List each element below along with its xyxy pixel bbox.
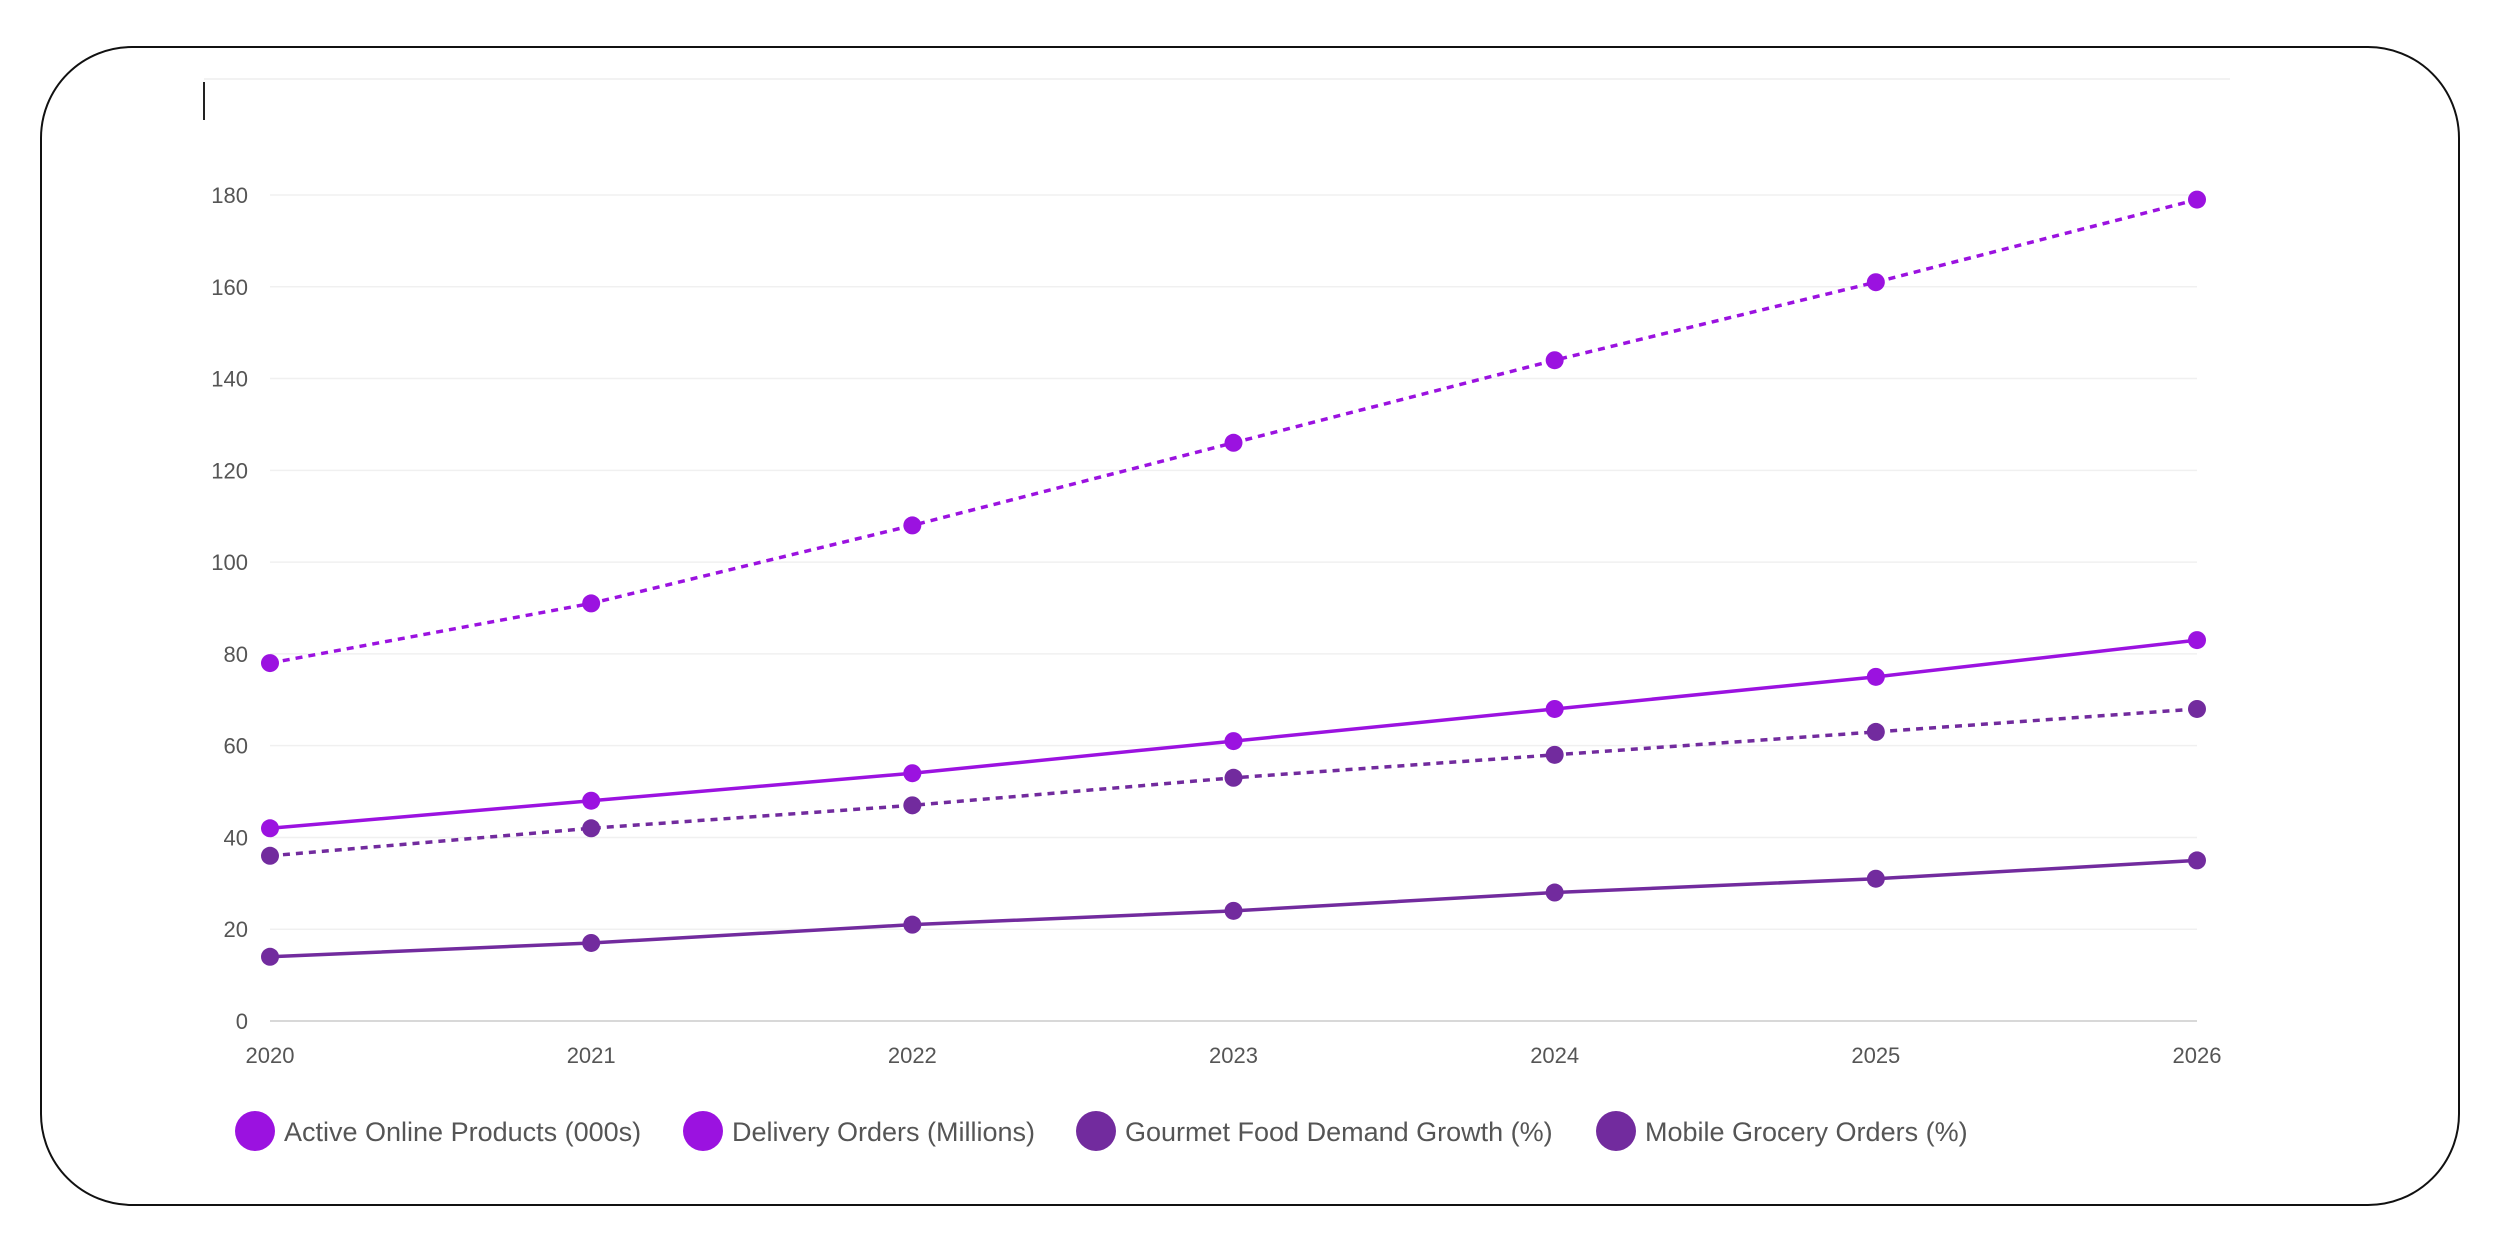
legend-label: Gourmet Food Demand Growth (%) — [1125, 1117, 1553, 1147]
data-point[interactable] — [1224, 433, 1243, 452]
x-tick-label: 2021 — [567, 1043, 616, 1068]
x-tick-label: 2022 — [888, 1043, 937, 1068]
series-line — [269, 197, 2198, 665]
legend-label: Mobile Grocery Orders (%) — [1645, 1117, 1968, 1147]
data-point[interactable] — [2188, 851, 2206, 870]
x-tick-label: 2023 — [1209, 1043, 1258, 1068]
legend-swatch — [1076, 1111, 1116, 1151]
x-tick-label: 2020 — [246, 1043, 295, 1068]
data-point[interactable] — [2188, 631, 2206, 650]
y-tick-label: 140 — [211, 367, 248, 392]
x-axis: 2020 2021 2022 2023 2024 2025 2026 — [246, 1043, 2222, 1068]
legend-item[interactable]: Gourmet Food Demand Growth (%) — [1076, 1111, 1553, 1151]
y-tick-label: 120 — [211, 458, 248, 483]
data-point[interactable] — [261, 846, 279, 865]
legend-item[interactable]: Delivery Orders (Millions) — [683, 1111, 1035, 1151]
y-tick-label: 80 — [224, 642, 248, 667]
legend-item[interactable]: Mobile Grocery Orders (%) — [1596, 1111, 1968, 1151]
data-point[interactable] — [903, 516, 922, 535]
y-tick-label: 40 — [224, 825, 248, 850]
x-tick-label: 2024 — [1530, 1043, 1579, 1068]
y-tick-label: 180 — [211, 183, 248, 208]
data-point[interactable] — [261, 947, 279, 966]
data-point[interactable] — [582, 791, 601, 810]
data-point[interactable] — [903, 796, 922, 815]
y-tick-label: 100 — [211, 550, 248, 575]
data-point[interactable] — [261, 819, 279, 838]
data-point[interactable] — [582, 594, 601, 613]
legend-swatch — [1596, 1111, 1636, 1151]
data-point[interactable] — [1866, 869, 1885, 888]
y-axis: 0 20 40 60 80 100 120 140 160 180 — [211, 183, 248, 1034]
legend-swatch — [235, 1111, 275, 1151]
legend: Active Online Products (000s) Delivery Or… — [235, 1111, 1968, 1151]
x-tick-label: 2025 — [1851, 1043, 1900, 1068]
legend-swatch — [683, 1111, 723, 1151]
data-point[interactable] — [903, 915, 922, 934]
data-point[interactable] — [1224, 768, 1243, 787]
y-tick-label: 160 — [211, 275, 248, 300]
data-point[interactable] — [2188, 190, 2206, 209]
data-point[interactable] — [582, 933, 601, 952]
data-point[interactable] — [582, 819, 601, 838]
data-point[interactable] — [1224, 901, 1243, 920]
y-tick-label: 20 — [224, 917, 248, 942]
legend-item[interactable]: Active Online Products (000s) — [235, 1111, 641, 1151]
data-point[interactable] — [1224, 732, 1243, 751]
y-tick-label: 0 — [236, 1009, 248, 1034]
series-3 — [261, 699, 2206, 865]
data-point[interactable] — [903, 764, 922, 783]
data-point[interactable] — [1545, 883, 1564, 902]
data-point[interactable] — [1866, 273, 1885, 292]
data-point[interactable] — [1866, 667, 1885, 686]
y-tick-label: 60 — [224, 734, 248, 759]
series-1 — [261, 190, 2206, 673]
x-tick-label: 2026 — [2173, 1043, 2222, 1068]
data-point[interactable] — [1545, 745, 1564, 764]
series-4 — [261, 851, 2206, 966]
legend-label: Delivery Orders (Millions) — [732, 1117, 1035, 1147]
series-layer — [261, 190, 2206, 966]
gridlines — [270, 194, 2197, 1022]
data-point[interactable] — [1866, 722, 1885, 741]
data-point[interactable] — [1545, 351, 1564, 370]
data-point[interactable] — [261, 654, 279, 673]
data-point[interactable] — [1545, 699, 1564, 718]
legend-label: Active Online Products (000s) — [284, 1117, 641, 1147]
chart-frame — [40, 46, 2460, 1206]
data-point[interactable] — [2188, 699, 2206, 718]
series-2 — [261, 631, 2206, 838]
